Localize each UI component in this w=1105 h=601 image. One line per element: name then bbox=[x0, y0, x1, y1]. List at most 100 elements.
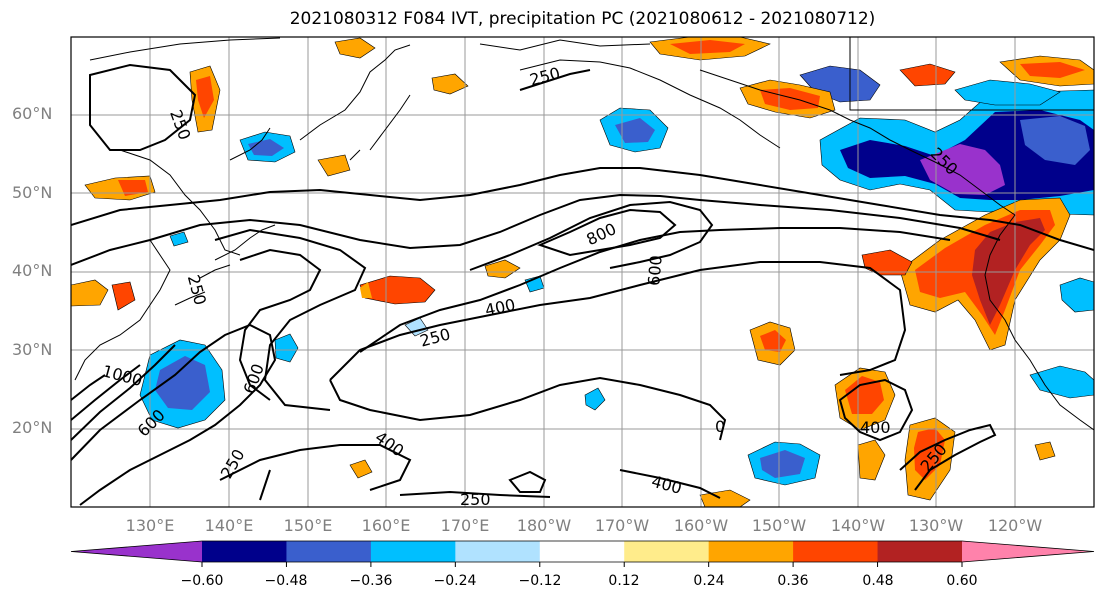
colorbar-tick-label: 0.36 bbox=[777, 573, 809, 589]
contour-label: 250 bbox=[184, 273, 210, 307]
coast-asia bbox=[74, 37, 281, 381]
contour-label: 400 bbox=[483, 295, 517, 320]
pos-shade-siberia-2 bbox=[334, 37, 376, 59]
pos-shade-sub-ne-2-core bbox=[914, 428, 945, 480]
neg-shade-east-tropics bbox=[1029, 365, 1094, 399]
neg-shade-gulf-alaska-inner bbox=[1020, 116, 1090, 165]
pos-shade-arctic-north-core bbox=[670, 40, 745, 54]
colorbar-tick-label: −0.12 bbox=[518, 573, 562, 589]
ivt-contours bbox=[71, 63, 1094, 506]
pos-shade-sub-ne-core bbox=[845, 376, 884, 414]
pos-shade-dateline bbox=[484, 259, 521, 279]
pos-shade-siberia-1-core bbox=[196, 76, 214, 118]
map-title: 2021080312 F084 IVT, precipitation PC (2… bbox=[289, 9, 876, 29]
coast-arctic bbox=[479, 37, 1094, 111]
contour-west-nest-400 bbox=[71, 344, 176, 441]
neg-shade-west-pacific-mid bbox=[155, 356, 210, 410]
pos-shade-alaska-ne bbox=[899, 63, 956, 87]
pos-shade-sub-ne-3 bbox=[857, 439, 886, 481]
pos-shade-korea bbox=[71, 279, 109, 307]
contour-250-bottom bbox=[399, 490, 551, 498]
contour-west-nest-1000 bbox=[71, 374, 106, 401]
colorbar-tick-label: −0.36 bbox=[349, 573, 393, 589]
contour-250-south-west bbox=[219, 444, 412, 501]
contour-label: 250 bbox=[460, 490, 491, 509]
contour-label: 0 bbox=[715, 417, 725, 436]
map-frame bbox=[70, 36, 1095, 508]
contour-400-east-tropic bbox=[838, 378, 914, 442]
contour-600-jet bbox=[469, 200, 714, 271]
contour-250-south bbox=[329, 261, 907, 441]
lon-label-150w: 150°W bbox=[751, 516, 807, 535]
contour-label: 600 bbox=[644, 255, 666, 287]
neg-shade-east-mid bbox=[1059, 277, 1094, 313]
pos-shade-south-west bbox=[349, 459, 373, 479]
lon-label-160e: 160°E bbox=[361, 516, 411, 535]
contour-label: 250 bbox=[217, 446, 249, 482]
colorbar-tick-label: 0.60 bbox=[946, 573, 978, 589]
coast-okhotsk bbox=[299, 44, 411, 161]
colorbar-tick-label: 0.48 bbox=[862, 573, 894, 589]
lat-label-40n: 40°N bbox=[12, 261, 53, 280]
lon-label-160w: 160°W bbox=[673, 516, 729, 535]
contour-250-nw bbox=[89, 63, 197, 151]
colorbar-tick-label: −0.48 bbox=[264, 573, 308, 589]
contour-250-east-tropic bbox=[899, 423, 997, 491]
contour-800-jet bbox=[537, 208, 677, 257]
lon-label-120w: 120°W bbox=[987, 516, 1043, 535]
pos-shade-korea-2 bbox=[111, 281, 136, 311]
pos-shade-okhotsk-pos bbox=[317, 154, 351, 177]
lon-label-180w: 180°W bbox=[516, 516, 572, 535]
pos-shade-kuroshio bbox=[359, 275, 436, 305]
contour-small-sw bbox=[508, 470, 547, 493]
lat-label-30n: 30°N bbox=[12, 340, 53, 359]
neg-shade-central-south-core bbox=[760, 450, 805, 478]
contour-west-nest-600 bbox=[71, 364, 141, 421]
coast-alaska bbox=[519, 59, 1016, 216]
contour-label: 250 bbox=[166, 107, 194, 142]
contour-labels: 250 250 250 800 600 400 250 600 1000 600… bbox=[100, 63, 961, 509]
lon-label-130w: 130°W bbox=[908, 516, 964, 535]
contour-400-mid bbox=[359, 227, 951, 353]
contour-400-bottom bbox=[619, 469, 721, 499]
precip-anomaly-shading bbox=[139, 65, 1094, 486]
pos-shade-east-south bbox=[1034, 441, 1056, 461]
coast-japan bbox=[174, 224, 276, 306]
lat-label-20n: 20°N bbox=[12, 418, 53, 437]
pos-shade-china-core bbox=[118, 180, 148, 196]
lon-label-170w: 170°W bbox=[594, 516, 650, 535]
contour-250-bering bbox=[519, 69, 591, 91]
neg-shade-alaska-north-2 bbox=[954, 79, 1061, 106]
colorbar-tick-label: 0.24 bbox=[693, 573, 725, 589]
neg-shade-bering-core bbox=[615, 118, 655, 143]
graticule bbox=[71, 37, 1094, 507]
neg-shade-small-2 bbox=[169, 231, 189, 247]
lat-label-50n: 50°N bbox=[12, 183, 53, 202]
contour-400-west bbox=[214, 228, 367, 411]
contour-label: 400 bbox=[860, 418, 891, 437]
neg-shade-gulf-alaska-core bbox=[920, 144, 1005, 195]
lon-label-140w: 140°W bbox=[830, 516, 886, 535]
contour-400-main bbox=[71, 193, 1001, 266]
lat-label-60n: 60°N bbox=[12, 104, 53, 123]
contour-600-west bbox=[238, 248, 322, 401]
pos-shade-central-ca bbox=[861, 249, 913, 276]
lon-label-140e: 140°E bbox=[204, 516, 254, 535]
colorbar-tick-label: −0.60 bbox=[180, 573, 224, 589]
lon-label-170e: 170°E bbox=[440, 516, 490, 535]
neg-shade-hawaii bbox=[584, 387, 606, 411]
contour-label: 400 bbox=[649, 472, 683, 498]
coast-na-west bbox=[984, 214, 1094, 431]
colorbar-tick-label: 0.12 bbox=[608, 573, 640, 589]
colorbar-tick-label: −0.24 bbox=[433, 573, 477, 589]
lon-label-130e: 130°E bbox=[125, 516, 175, 535]
contour-west-nest-250 bbox=[71, 323, 277, 506]
neg-shade-okhotsk-core bbox=[248, 139, 284, 156]
pos-shade-alaska-ne-2-core bbox=[1020, 62, 1085, 78]
pos-shade-kamchatka bbox=[431, 73, 469, 95]
lon-label-150e: 150°E bbox=[283, 516, 333, 535]
contour-250-main bbox=[71, 167, 1094, 251]
neg-shade-west-pacific-small bbox=[274, 333, 299, 363]
contour-label: 600 bbox=[240, 361, 268, 396]
